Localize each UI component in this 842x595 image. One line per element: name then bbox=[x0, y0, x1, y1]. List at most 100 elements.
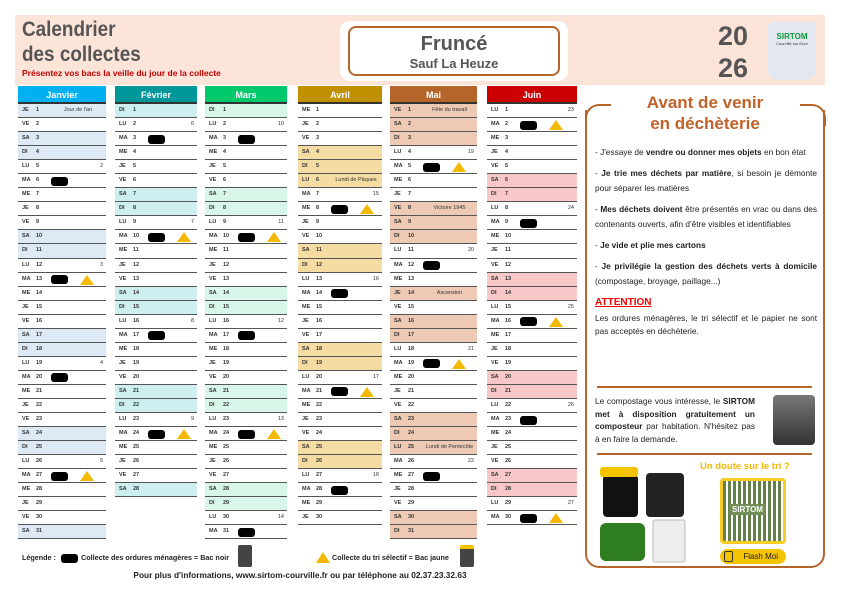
day-number: 7 bbox=[223, 191, 227, 198]
black-bin-collection-icon bbox=[520, 513, 537, 523]
day-row: LU 19 4 bbox=[18, 357, 106, 371]
sorting-collection-triangle-icon bbox=[267, 429, 281, 440]
day-number: 12 bbox=[223, 261, 230, 268]
day-number: 21 bbox=[36, 387, 43, 394]
weekday: VE bbox=[22, 317, 30, 324]
weekday: SA bbox=[491, 472, 499, 479]
weekday: ME bbox=[394, 275, 403, 282]
day-number: 15 bbox=[316, 303, 323, 310]
day-number: 8 bbox=[408, 205, 412, 212]
day-row: DI 8 bbox=[205, 202, 287, 217]
day-number: 8 bbox=[36, 205, 40, 212]
week-number: 13 bbox=[277, 416, 284, 423]
weekday: VE bbox=[119, 472, 127, 479]
week-number: 16 bbox=[372, 275, 379, 282]
weekday: JE bbox=[491, 345, 498, 352]
day-number: 26 bbox=[223, 458, 230, 465]
day-row: MA 10 bbox=[205, 230, 287, 245]
weekday: VE bbox=[302, 233, 310, 240]
day-row: SA 20 bbox=[487, 370, 577, 385]
sorting-collection-triangle-icon bbox=[452, 358, 466, 369]
week-number: 23 bbox=[567, 107, 574, 113]
weekday: ME bbox=[491, 135, 500, 142]
weekday: VE bbox=[22, 514, 30, 521]
weekday: SA bbox=[119, 486, 127, 493]
weekday: ME bbox=[119, 444, 128, 451]
day-row: MA 23 bbox=[487, 413, 577, 428]
weekday: LU bbox=[394, 345, 402, 352]
day-row: VE 27 bbox=[205, 469, 287, 484]
day-row: MA 3 bbox=[205, 132, 287, 147]
day-number: 7 bbox=[316, 191, 320, 198]
weekday: MA bbox=[394, 261, 403, 268]
day-row: DI 15 bbox=[205, 300, 287, 315]
day-number: 12 bbox=[36, 261, 43, 268]
day-row: MA 9 bbox=[487, 216, 577, 231]
black-bin-collection-icon bbox=[238, 134, 255, 144]
weekday: VE bbox=[119, 177, 127, 184]
week-number: 26 bbox=[567, 401, 574, 408]
weekday: MA bbox=[302, 486, 311, 493]
day-row: ME 11 bbox=[115, 244, 197, 259]
day-row: ME 21 bbox=[18, 385, 106, 399]
weekday: VE bbox=[209, 177, 217, 184]
weekday: LU bbox=[302, 373, 310, 380]
day-number: 21 bbox=[133, 387, 140, 394]
day-row: SA 7 bbox=[205, 188, 287, 203]
day-number: 11 bbox=[408, 247, 414, 254]
weekday: LU bbox=[491, 401, 499, 408]
day-number: 19 bbox=[316, 359, 323, 366]
day-number: 26 bbox=[316, 458, 323, 465]
weekday: DI bbox=[394, 135, 400, 142]
weekday: DI bbox=[22, 247, 28, 254]
month-0: Janvier JE 1 Jour de l'an VE 2 SA 3 DI 4 LU 5 2 MA 6 ME… bbox=[18, 86, 106, 540]
day-row: MA 10 bbox=[115, 230, 197, 245]
day-row: JE 5 bbox=[115, 160, 197, 175]
week-number: 3 bbox=[99, 261, 103, 268]
year: 20 26 bbox=[718, 21, 749, 83]
weekday: SA bbox=[491, 275, 499, 282]
day-number: 2 bbox=[408, 121, 412, 128]
day-row: JE 19 bbox=[205, 357, 287, 371]
day-row: SA 23 bbox=[390, 413, 477, 428]
day-row: SA 27 bbox=[487, 469, 577, 484]
day-number: 4 bbox=[408, 149, 412, 156]
week-number: 15 bbox=[372, 191, 379, 198]
day-row: SA 9 bbox=[390, 216, 477, 231]
day-row: ME 24 bbox=[487, 427, 577, 442]
sorting-collection-triangle-icon bbox=[177, 232, 191, 243]
day-number: 30 bbox=[316, 514, 323, 521]
weekday: ME bbox=[394, 373, 403, 380]
weekday: LU bbox=[491, 107, 499, 113]
black-bin-collection-icon bbox=[238, 331, 255, 341]
day-number: 27 bbox=[133, 472, 140, 479]
day-number: 12 bbox=[505, 261, 512, 268]
day-row: SA 4 bbox=[298, 146, 382, 161]
day-number: 10 bbox=[316, 233, 323, 240]
day-number: 25 bbox=[505, 444, 512, 451]
weekday: LU bbox=[491, 205, 499, 212]
day-number: 20 bbox=[36, 373, 43, 380]
week-number: 8 bbox=[190, 317, 194, 324]
attention-text: Les ordures ménagères, le tri sélectif e… bbox=[595, 313, 817, 336]
day-number: 3 bbox=[133, 135, 137, 142]
flash-button[interactable]: Flash Moi bbox=[720, 549, 786, 564]
week-number: 19 bbox=[467, 149, 474, 156]
black-bin-collection-icon bbox=[331, 204, 348, 214]
weekday: VE bbox=[209, 373, 217, 380]
weekday: LU bbox=[394, 247, 402, 254]
weekday: ME bbox=[119, 149, 128, 156]
day-row: VE 22 bbox=[390, 399, 477, 414]
weekday: SA bbox=[491, 373, 499, 380]
tips: - J'essaye de vendre ou donner mes objet… bbox=[595, 145, 817, 338]
black-bin-collection-icon bbox=[423, 359, 440, 369]
day-number: 10 bbox=[133, 233, 140, 240]
composter-image bbox=[773, 395, 815, 445]
day-number: 13 bbox=[133, 275, 140, 282]
day-number: 17 bbox=[505, 331, 512, 338]
weekday: JE bbox=[209, 163, 216, 170]
qr-code[interactable]: SIRTOM bbox=[720, 478, 786, 544]
day-row: SA 16 bbox=[390, 314, 477, 329]
weekday: JE bbox=[209, 458, 216, 465]
day-row: LU 25 Lundi de Pentecôte bbox=[390, 441, 477, 456]
